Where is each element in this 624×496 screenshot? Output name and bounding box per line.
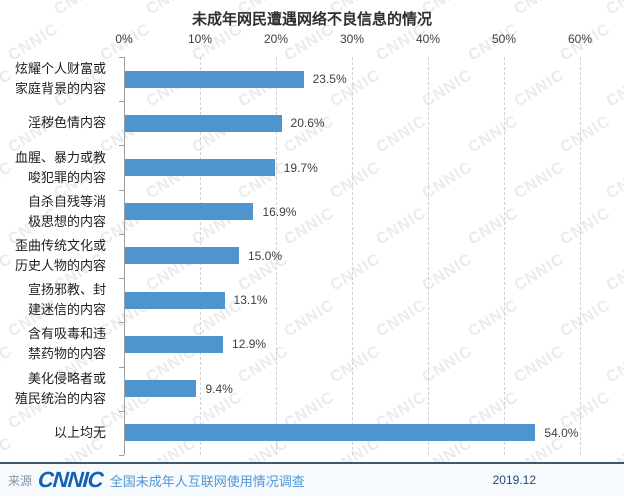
axis-tick <box>119 366 124 368</box>
category-label: 以上均无 <box>53 424 106 440</box>
axis-tick <box>119 101 124 103</box>
bar <box>125 335 224 353</box>
bar-row: 54.0% <box>125 411 581 455</box>
x-tick-label: 40% <box>415 32 441 46</box>
axis-tick <box>119 455 124 456</box>
chart-title: 未成年网民遭遇网络不良信息的情况 <box>191 11 432 28</box>
bar-row: 16.9% <box>125 190 581 234</box>
survey-name: 全国未成年人互联网使用情况调查 <box>109 473 305 489</box>
bar-value-label: 13.1% <box>233 293 268 308</box>
bar <box>125 70 304 88</box>
x-tick-label: 0% <box>115 32 133 46</box>
bar-value-label: 9.4% <box>205 381 233 396</box>
x-tick-label: 50% <box>491 32 517 46</box>
bar-row: 20.6% <box>125 101 581 145</box>
category-label: 炫耀个人财富或 家庭背景的内容 <box>14 61 106 97</box>
x-tick-label: 60% <box>567 32 593 46</box>
axis-tick <box>119 57 124 58</box>
gridline <box>352 57 353 455</box>
category-label: 歪曲传统文化或 历史人物的内容 <box>14 237 106 273</box>
category-label: 含有吸毒和违 禁药物的内容 <box>27 326 106 362</box>
bar <box>125 247 239 265</box>
bar <box>125 203 254 221</box>
bar-value-label: 15.0% <box>248 248 283 263</box>
x-tick-label: 20% <box>263 32 289 46</box>
bar <box>125 380 197 398</box>
bar <box>125 159 275 177</box>
gridline <box>428 57 429 455</box>
plot-area: 23.5% 20.6% 19.7% 16.9% 15.0% 13.1% 12.9% 9.4% 5… <box>119 57 581 456</box>
axis-tick <box>119 322 124 324</box>
bar-value-label: 23.5% <box>312 72 347 87</box>
bar-value-label: 54.0% <box>544 425 579 440</box>
axis-tick <box>119 410 124 412</box>
x-tick-label: 10% <box>187 32 213 46</box>
axis-tick <box>119 145 124 147</box>
bar-value-label: 12.9% <box>232 337 267 352</box>
bar-row: 19.7% <box>125 145 581 189</box>
axis-tick <box>119 189 124 191</box>
bar-row: 12.9% <box>125 322 581 366</box>
y-axis-line <box>124 57 125 455</box>
axis-tick <box>119 278 124 280</box>
gridline <box>276 57 277 455</box>
bar <box>125 424 536 442</box>
category-label: 宣扬邪教、封 建迷信的内容 <box>27 282 106 318</box>
footer: 来源 CNNIC 全国未成年人互联网使用情况调查 2019.12 <box>0 462 624 496</box>
bar-value-label: 20.6% <box>290 116 325 131</box>
footer-date: 2019.12 <box>492 473 536 487</box>
gridline <box>504 57 505 455</box>
source-label: 来源 <box>8 473 33 488</box>
x-tick-label: 30% <box>339 32 365 46</box>
gridline <box>580 57 581 455</box>
bar-row: 9.4% <box>125 367 581 411</box>
bar-value-label: 19.7% <box>283 160 318 175</box>
cnnic-logo: CNNIC <box>37 467 104 492</box>
category-label: 美化侵略者或 殖民统治的内容 <box>14 370 106 406</box>
category-labels: 炫耀个人财富或 家庭背景的内容淫秽色情内容血腥、暴力或教 唆犯罪的内容自杀自残等… <box>0 57 115 455</box>
axis-tick <box>119 233 124 235</box>
bar <box>125 114 282 132</box>
bar-row: 15.0% <box>125 234 581 278</box>
bar-row: 23.5% <box>125 57 581 101</box>
category-label: 自杀自残等消 极思想的内容 <box>27 193 106 229</box>
category-label: 淫秽色情内容 <box>27 115 106 131</box>
bar <box>125 291 225 309</box>
bar-row: 13.1% <box>125 278 581 322</box>
bar-value-label: 16.9% <box>262 204 297 219</box>
category-label: 血腥、暴力或教 唆犯罪的内容 <box>14 149 106 185</box>
